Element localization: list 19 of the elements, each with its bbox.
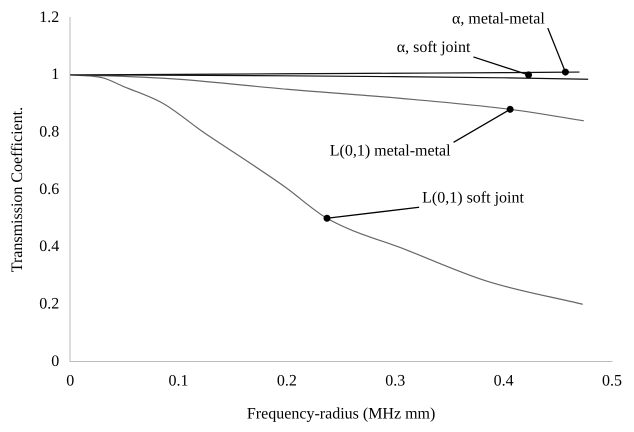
- y-tick-label: 0.4: [39, 238, 60, 256]
- y-tick-label: 1.2: [39, 8, 60, 26]
- y-tick-label: 0: [51, 352, 60, 370]
- annotation: α, soft joint: [396, 39, 471, 56]
- x-tick-label: 0: [66, 372, 74, 390]
- x-tick-label: 0.1: [168, 372, 189, 390]
- y-axis-title: Transmission Coefficient.: [8, 106, 26, 272]
- x-tick-label: 0.4: [494, 372, 514, 390]
- y-tick-label: 1: [51, 66, 60, 84]
- annotation: α, metal-metal: [452, 10, 546, 28]
- x-tick-label: 0.5: [602, 372, 622, 390]
- annotation: L(0,1) metal-metal: [330, 142, 452, 160]
- y-tick-label: 0.6: [39, 180, 60, 198]
- annotation: L(0,1) soft joint: [422, 189, 524, 206]
- y-tick-label: 0.2: [39, 295, 60, 312]
- x-axis-title: Frequency-radius (MHz mm): [246, 406, 436, 423]
- y-tick-label: 0.8: [39, 123, 60, 140]
- x-tick-label: 0.3: [385, 372, 406, 390]
- x-tick-label: 0.2: [276, 372, 297, 390]
